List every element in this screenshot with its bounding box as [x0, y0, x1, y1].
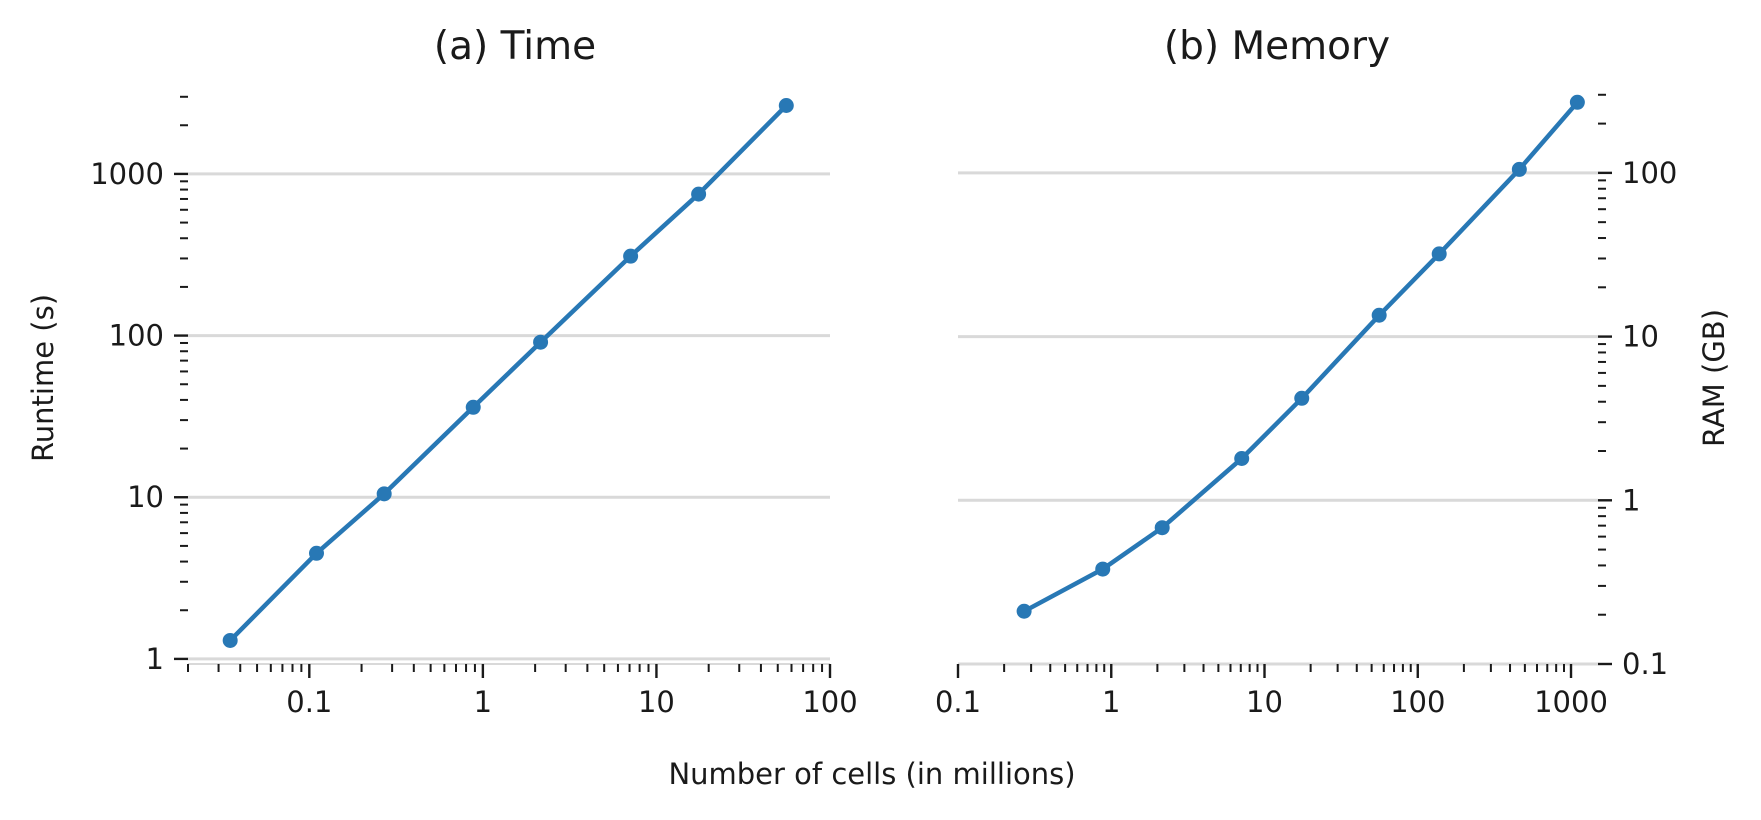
time-grid	[188, 172, 830, 661]
time-data-point-1	[308, 545, 324, 561]
runtime-y-axis-label: Runtime (s)	[26, 294, 60, 462]
time-y-tick-label-2: 100	[109, 319, 164, 353]
memory-series	[1016, 94, 1585, 619]
memory-data-point-1	[1095, 561, 1111, 577]
memory-data-point-4	[1294, 390, 1310, 406]
time-data-point-3	[465, 399, 481, 415]
memory-y-tick-label-0: 0.1	[1622, 647, 1668, 681]
time-x-tick-label-1: 1	[474, 685, 492, 719]
memory-data-point-6	[1431, 246, 1447, 262]
memory-data-point-2	[1154, 520, 1170, 536]
time-data-point-6	[691, 186, 707, 202]
time-panel: 0.1 1 10 100 1 10 100 1000 (a) Time Runtime (s)	[26, 24, 858, 719]
ram-y-axis-label: RAM (GB)	[1697, 309, 1731, 447]
memory-x-tick-label-0: 0.1	[935, 685, 981, 719]
memory-y-tick-label-3: 100	[1622, 156, 1677, 190]
memory-grid	[958, 171, 1598, 666]
time-data-point-2	[376, 486, 392, 502]
time-data-point-7	[778, 97, 794, 113]
time-y-tick-label-0: 1	[146, 642, 164, 676]
time-data-point-0	[222, 632, 238, 648]
memory-x-tick-label-3: 100	[1390, 685, 1445, 719]
memory-y-tick-label-2: 10	[1622, 320, 1659, 354]
memory-data-point-3	[1234, 451, 1250, 467]
memory-data-point-0	[1016, 603, 1032, 619]
memory-panel-title: (b) Memory	[1164, 24, 1390, 69]
memory-x-tick-label-4: 1000	[1534, 685, 1608, 719]
time-y-tick-label-3: 1000	[90, 157, 164, 191]
time-series	[222, 97, 794, 648]
time-x-tick-label-2: 10	[638, 685, 675, 719]
memory-panel: 0.1 1 10 100 1000 0.1 1 10 100 (b) Memory RAM (G…	[935, 24, 1731, 719]
memory-y-tick-label-1: 1	[1622, 483, 1640, 517]
time-x-tick-label-3: 100	[802, 685, 857, 719]
memory-data-point-8	[1569, 94, 1585, 110]
memory-axes: 0.1 1 10 100 1000 0.1 1 10 100	[935, 93, 1677, 719]
time-axes: 0.1 1 10 100 1 10 100 1000	[90, 95, 858, 719]
memory-x-tick-label-2: 10	[1246, 685, 1283, 719]
time-panel-title: (a) Time	[434, 24, 596, 69]
time-data-point-5	[623, 248, 639, 264]
time-x-tick-label-0: 0.1	[286, 685, 332, 719]
time-y-tick-label-1: 10	[127, 480, 164, 514]
shared-x-axis-label: Number of cells (in millions)	[668, 757, 1075, 791]
memory-data-point-5	[1371, 307, 1387, 323]
memory-x-tick-label-1: 1	[1102, 685, 1120, 719]
time-series-line	[228, 103, 788, 643]
time-data-point-4	[533, 334, 549, 350]
memory-series-line	[1023, 100, 1580, 614]
memory-data-point-7	[1511, 161, 1527, 177]
